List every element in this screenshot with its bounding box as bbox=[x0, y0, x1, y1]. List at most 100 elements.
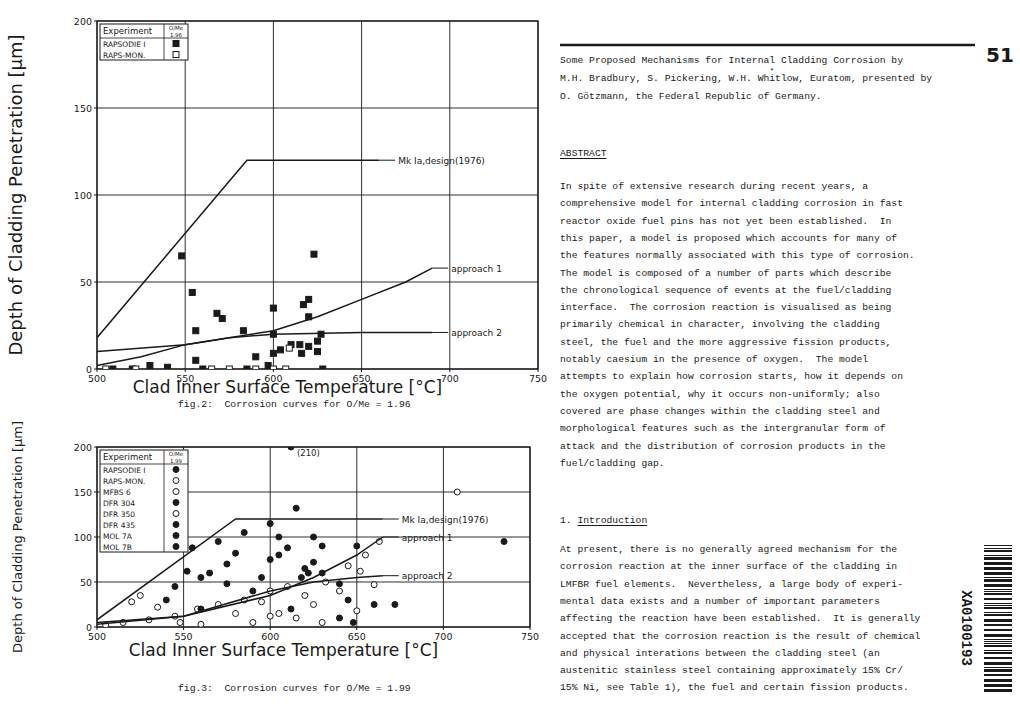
y-axis-label: Depth of Cladding Penetration [µm] bbox=[5, 34, 26, 355]
legend-marker bbox=[173, 533, 179, 539]
data-point bbox=[311, 602, 317, 608]
legend-marker bbox=[173, 511, 179, 517]
barcode-bar bbox=[984, 591, 1012, 592]
label-leader bbox=[383, 537, 399, 538]
legend-marker bbox=[173, 500, 179, 506]
y-tick-label: 200 bbox=[74, 442, 92, 453]
barcode-bar bbox=[984, 669, 1012, 672]
grid-line bbox=[97, 108, 538, 109]
body-line: austenitic stainless steel containing ap… bbox=[560, 665, 903, 676]
data-point bbox=[270, 305, 276, 311]
data-point bbox=[357, 568, 363, 574]
legend-label: DFR 435 bbox=[103, 521, 135, 530]
data-point bbox=[207, 570, 213, 576]
data-point bbox=[155, 604, 161, 610]
curve-label: approach 2 bbox=[402, 571, 453, 581]
x-tick-label: 750 bbox=[521, 631, 539, 642]
abstract-line: The model is composed of a number of par… bbox=[560, 268, 892, 279]
data-point bbox=[371, 582, 377, 588]
barcode-bar bbox=[984, 619, 1012, 622]
legend-label: DFR 304 bbox=[103, 499, 135, 508]
grid-line bbox=[97, 195, 538, 196]
page: 500550600650700750050100150200Mk Ia,desi… bbox=[0, 0, 1020, 719]
point-series bbox=[233, 505, 507, 607]
x-tick-label: 500 bbox=[88, 373, 106, 384]
legend-marker bbox=[173, 544, 179, 550]
legend-column-value: 1.99 bbox=[170, 458, 183, 464]
data-point bbox=[241, 530, 247, 536]
data-point bbox=[276, 534, 282, 540]
data-point bbox=[233, 611, 239, 617]
data-point bbox=[319, 543, 325, 549]
legend-label: DFR 350 bbox=[103, 510, 135, 519]
data-point bbox=[318, 331, 324, 337]
data-point bbox=[336, 581, 342, 587]
data-point bbox=[354, 608, 360, 614]
abstract-line: this paper, a model is proposed which ac… bbox=[560, 233, 897, 244]
legend-label: MFBS 6 bbox=[103, 488, 131, 497]
data-point bbox=[133, 366, 139, 369]
data-point bbox=[177, 620, 183, 626]
data-point bbox=[224, 581, 230, 587]
data-point bbox=[163, 597, 169, 603]
y-tick-label: 0 bbox=[86, 622, 92, 633]
line-labels: Mk Ia,design(1976)approach 1approach 2 bbox=[383, 515, 489, 582]
abstract-line: covered are phase changes within the cla… bbox=[560, 406, 880, 417]
data-point bbox=[371, 602, 377, 608]
data-point bbox=[259, 599, 265, 605]
data-point bbox=[299, 350, 305, 356]
data-point bbox=[286, 345, 292, 351]
point-series bbox=[110, 251, 326, 369]
abstract-line: steel, the fuel and the more aggressive … bbox=[560, 337, 891, 348]
data-point bbox=[250, 588, 256, 594]
section-heading: 1. Introduction bbox=[560, 515, 647, 526]
x-tick-label: 500 bbox=[88, 631, 106, 642]
barcode-bar bbox=[984, 567, 1012, 570]
abstract-line: fuel/cladding gap. bbox=[560, 458, 665, 469]
legend-label: MOL 7B bbox=[103, 543, 132, 552]
barcode-bar bbox=[984, 684, 1012, 687]
abstract-line: primarily chemical in character, involvi… bbox=[560, 319, 880, 330]
data-point bbox=[350, 620, 356, 626]
curve-label: approach 1 bbox=[402, 533, 453, 543]
title-line: M.H. Bradbury, S. Pickering, W.H. Whitlo… bbox=[560, 73, 932, 84]
chart: 500550600650700750050100150200Mk Ia,desi… bbox=[10, 421, 539, 694]
abstract-line: the chronological sequence of events at … bbox=[560, 285, 891, 296]
barcode-bar bbox=[984, 593, 1012, 595]
data-point bbox=[253, 366, 259, 369]
barcode-bar bbox=[984, 634, 1012, 637]
data-point bbox=[305, 570, 311, 576]
point-series bbox=[129, 588, 360, 627]
data-point bbox=[306, 343, 312, 349]
data-point bbox=[253, 354, 259, 360]
data-point bbox=[224, 561, 230, 567]
section-heading: ABSTRACT bbox=[560, 148, 607, 159]
plot-marks bbox=[97, 160, 432, 369]
data-point bbox=[259, 575, 265, 581]
side-code: XA0100193 bbox=[958, 590, 974, 666]
abstract-line: comprehensive model for internal claddin… bbox=[560, 198, 903, 209]
title-line: Some Proposed Mechanisms for Internal Cl… bbox=[560, 55, 903, 66]
author-mark: * bbox=[770, 66, 775, 75]
page-number: 51 bbox=[986, 43, 1014, 67]
data-point bbox=[129, 599, 135, 605]
data-point bbox=[270, 366, 276, 369]
data-point bbox=[209, 366, 215, 369]
legend-column-title: O/Me bbox=[169, 451, 184, 457]
plot-frame bbox=[97, 447, 530, 627]
y-tick-label: 0 bbox=[86, 364, 92, 375]
title-line: O. Götzmann, the Federal Republic of Ger… bbox=[560, 91, 822, 102]
abstract-line: attempts to explain how corrosion starts… bbox=[560, 371, 903, 382]
curve-label: approach 1 bbox=[451, 264, 502, 274]
barcode-bar bbox=[984, 557, 1012, 560]
data-point bbox=[198, 575, 204, 581]
background bbox=[0, 0, 1020, 719]
point-series bbox=[198, 543, 343, 612]
barcode-bar bbox=[984, 603, 1012, 604]
data-point bbox=[288, 606, 294, 612]
data-point bbox=[298, 575, 304, 581]
body-line: LMFBR fuel elements. Nevertheless, a lar… bbox=[560, 579, 903, 590]
abstract-line: the features normally associated with th… bbox=[560, 250, 915, 261]
data-point bbox=[311, 559, 317, 565]
data-point bbox=[392, 602, 398, 608]
